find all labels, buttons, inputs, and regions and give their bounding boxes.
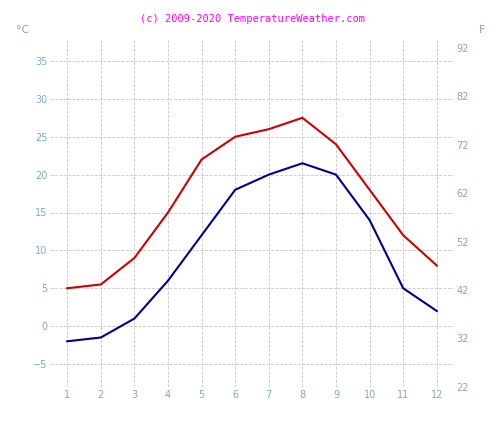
Text: (c) 2009-2020 TemperatureWeather.com: (c) 2009-2020 TemperatureWeather.com	[140, 14, 364, 24]
Text: °C: °C	[16, 25, 29, 35]
Text: F: F	[479, 25, 485, 35]
